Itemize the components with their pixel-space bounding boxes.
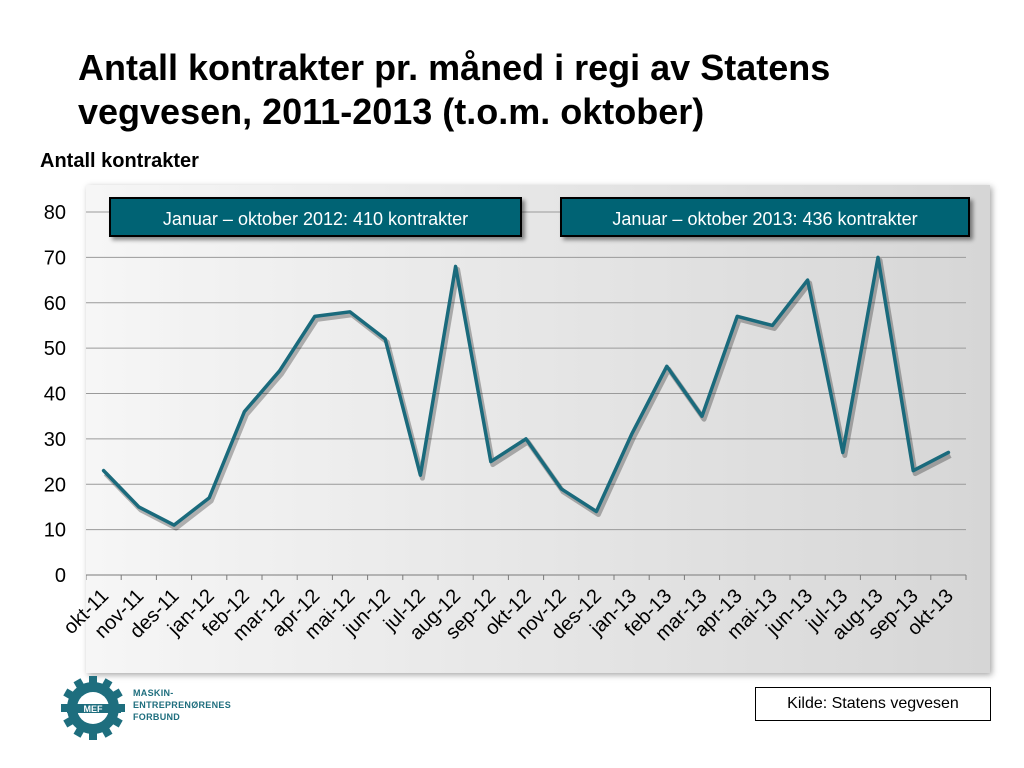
y-tick-label: 0 — [55, 565, 66, 587]
logo-line-2: ENTREPRENØRENES — [133, 700, 232, 710]
gear-icon — [61, 676, 125, 740]
y-tick-label: 30 — [44, 429, 66, 451]
y-tick-label: 20 — [44, 474, 66, 496]
callout-2012-total: Januar – oktober 2012: 410 kontrakter — [109, 197, 522, 237]
source-label: Kilde: Statens vegvesen — [755, 687, 991, 721]
y-tick-label: 70 — [44, 247, 66, 269]
y-tick-label: 60 — [44, 293, 66, 315]
callout-2013-total: Januar – oktober 2013: 436 kontrakter — [560, 197, 970, 237]
series-line — [101, 255, 951, 527]
title-line-2: vegvesen, 2011-2013 (t.o.m. oktober) — [78, 91, 705, 132]
logo-line-3: FORBUND — [133, 712, 181, 722]
logo-line-1: MASKIN- — [133, 688, 174, 698]
y-tick-label: 40 — [44, 384, 66, 406]
chart-frame — [86, 185, 990, 673]
logo-wordmark: MASKIN- ENTREPRENØRENES FORBUND — [133, 687, 231, 723]
y-tick-label: 80 — [44, 202, 66, 224]
slide-title: Antall kontrakter pr. måned i regi av St… — [78, 46, 978, 134]
y-axis-title: Antall kontrakter — [40, 150, 199, 172]
series-line-shadow — [103, 257, 952, 531]
logo-mark: MEF — [84, 704, 104, 714]
y-tick-label: 10 — [44, 520, 66, 542]
mef-logo: MEF — [61, 676, 125, 740]
title-line-1: Antall kontrakter pr. måned i regi av St… — [78, 47, 831, 88]
line-chart — [86, 211, 967, 580]
y-tick-label: 50 — [44, 338, 66, 360]
